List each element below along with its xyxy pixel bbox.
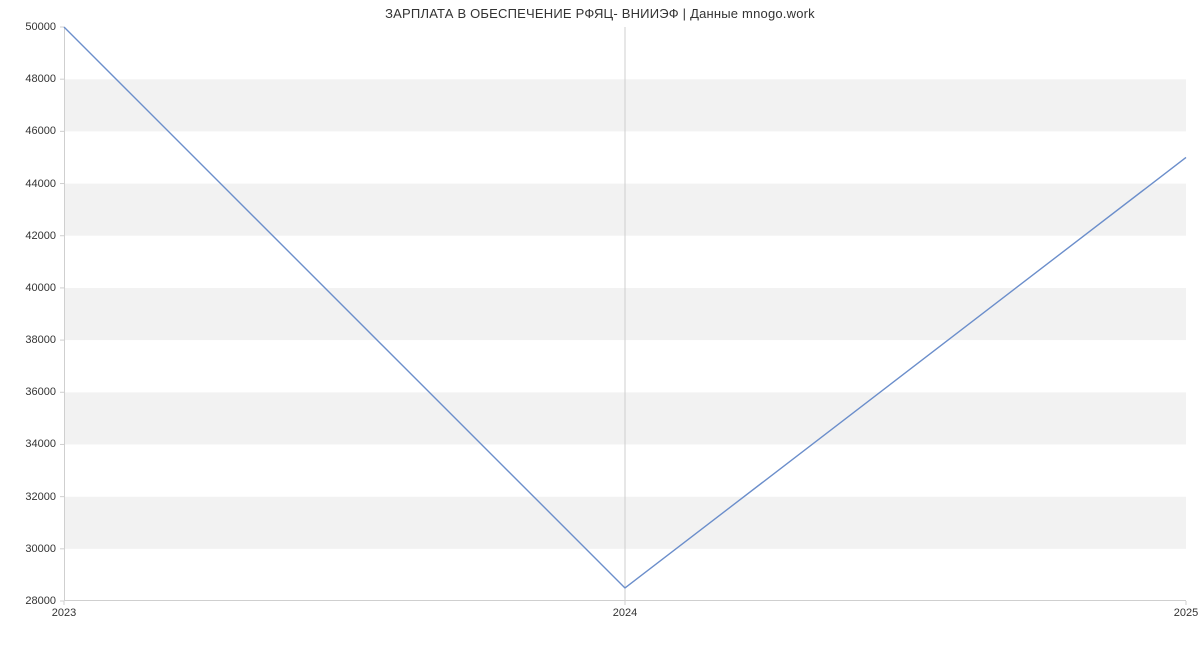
y-tick-label: 48000: [14, 73, 56, 85]
x-tick-label: 2023: [52, 607, 76, 619]
y-tick-label: 40000: [14, 282, 56, 294]
y-tick-label: 42000: [14, 230, 56, 242]
chart-svg: [64, 27, 1186, 601]
y-tick-label: 32000: [14, 491, 56, 503]
chart-title: ЗАРПЛАТА В ОБЕСПЕЧЕНИЕ РФЯЦ- ВНИИЭФ | Да…: [0, 6, 1200, 21]
y-tick-label: 38000: [14, 334, 56, 346]
y-tick-label: 28000: [14, 595, 56, 607]
y-tick-label: 44000: [14, 178, 56, 190]
y-tick-label: 36000: [14, 386, 56, 398]
chart-container: ЗАРПЛАТА В ОБЕСПЕЧЕНИЕ РФЯЦ- ВНИИЭФ | Да…: [0, 0, 1200, 650]
y-tick-label: 50000: [14, 21, 56, 33]
plot-area: [64, 27, 1186, 601]
y-tick-label: 34000: [14, 438, 56, 450]
x-tick-label: 2025: [1174, 607, 1198, 619]
x-tick-label: 2024: [613, 607, 637, 619]
y-tick-label: 30000: [14, 543, 56, 555]
y-tick-label: 46000: [14, 125, 56, 137]
